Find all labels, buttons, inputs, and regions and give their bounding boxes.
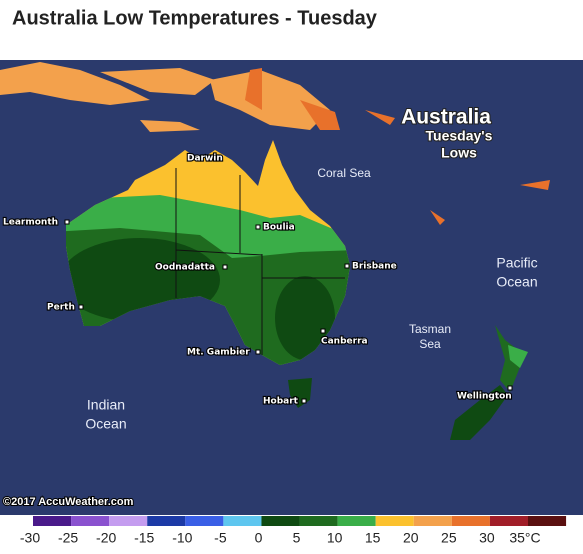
legend-swatch	[185, 516, 224, 526]
water-label: Pacific	[496, 255, 537, 271]
city-dot	[255, 349, 261, 355]
city-dot	[64, 219, 70, 225]
legend-tick-label: 20	[403, 530, 419, 546]
legend-tick-label: 35°C	[509, 530, 540, 546]
city-label: Mt. Gambier	[187, 348, 250, 358]
map: Australia Tuesday's Lows Coral Sea Pacif…	[0, 60, 583, 515]
legend-swatch	[451, 516, 490, 526]
city-label: Hobart	[263, 397, 299, 407]
legend-swatch	[375, 516, 414, 526]
legend: -30 -25 -20 -15 -10 -5 0 5 10 15 20 25 30 35°C	[20, 516, 567, 546]
water-label: Ocean	[85, 416, 126, 432]
map-heading: Australia	[401, 106, 491, 129]
city-label: Perth	[47, 303, 75, 313]
legend-swatch	[489, 516, 528, 526]
water-label: Ocean	[496, 274, 537, 290]
city-dot	[344, 263, 350, 269]
copyright: ©2017 AccuWeather.com	[3, 496, 134, 508]
city-label: Boulia	[263, 223, 295, 233]
map-subheading: Tuesday's	[426, 128, 493, 144]
city-label: Learmonth	[3, 218, 58, 228]
legend-tick-label: -15	[134, 530, 154, 546]
legend-swatch	[528, 516, 567, 526]
city-dot	[222, 264, 228, 270]
legend-tick-label: 15	[365, 530, 381, 546]
legend-tick-label: -30	[20, 530, 40, 546]
water-label: Tasman	[409, 322, 451, 336]
legend-swatch	[33, 516, 72, 526]
city-dot	[188, 153, 194, 159]
city-label: Darwin	[187, 154, 223, 164]
water-label: Coral Sea	[317, 166, 371, 180]
legend-swatch	[71, 516, 110, 526]
legend-swatch	[299, 516, 338, 526]
legend-swatch	[147, 516, 186, 526]
legend-tick-label: -5	[214, 530, 227, 546]
city-label: Oodnadatta	[155, 263, 215, 273]
legend-tick-label: 5	[293, 530, 301, 546]
water-label: Sea	[419, 337, 441, 351]
legend-tick-label: 10	[327, 530, 343, 546]
city-label: Canberra	[321, 337, 368, 347]
city-dot	[507, 385, 513, 391]
legend-swatch	[109, 516, 148, 526]
city-dot	[78, 304, 84, 310]
legend-swatch	[413, 516, 452, 526]
city-dot	[320, 328, 326, 334]
page-title: Australia Low Temperatures - Tuesday	[12, 7, 378, 29]
legend-swatch	[261, 516, 300, 526]
map-subheading: Lows	[441, 145, 477, 161]
legend-tick-label: 25	[441, 530, 457, 546]
city-label: Wellington	[457, 392, 512, 402]
water-label: Indian	[87, 397, 125, 413]
city-label: Brisbane	[352, 262, 397, 272]
legend-tick-label: -10	[172, 530, 192, 546]
legend-swatch	[223, 516, 262, 526]
legend-tick-label: 30	[479, 530, 495, 546]
city-dot	[255, 224, 261, 230]
legend-tick-label: -20	[96, 530, 116, 546]
legend-tick-label: -25	[58, 530, 78, 546]
city-dot	[301, 398, 307, 404]
legend-swatch	[337, 516, 376, 526]
legend-tick-label: 0	[255, 530, 263, 546]
